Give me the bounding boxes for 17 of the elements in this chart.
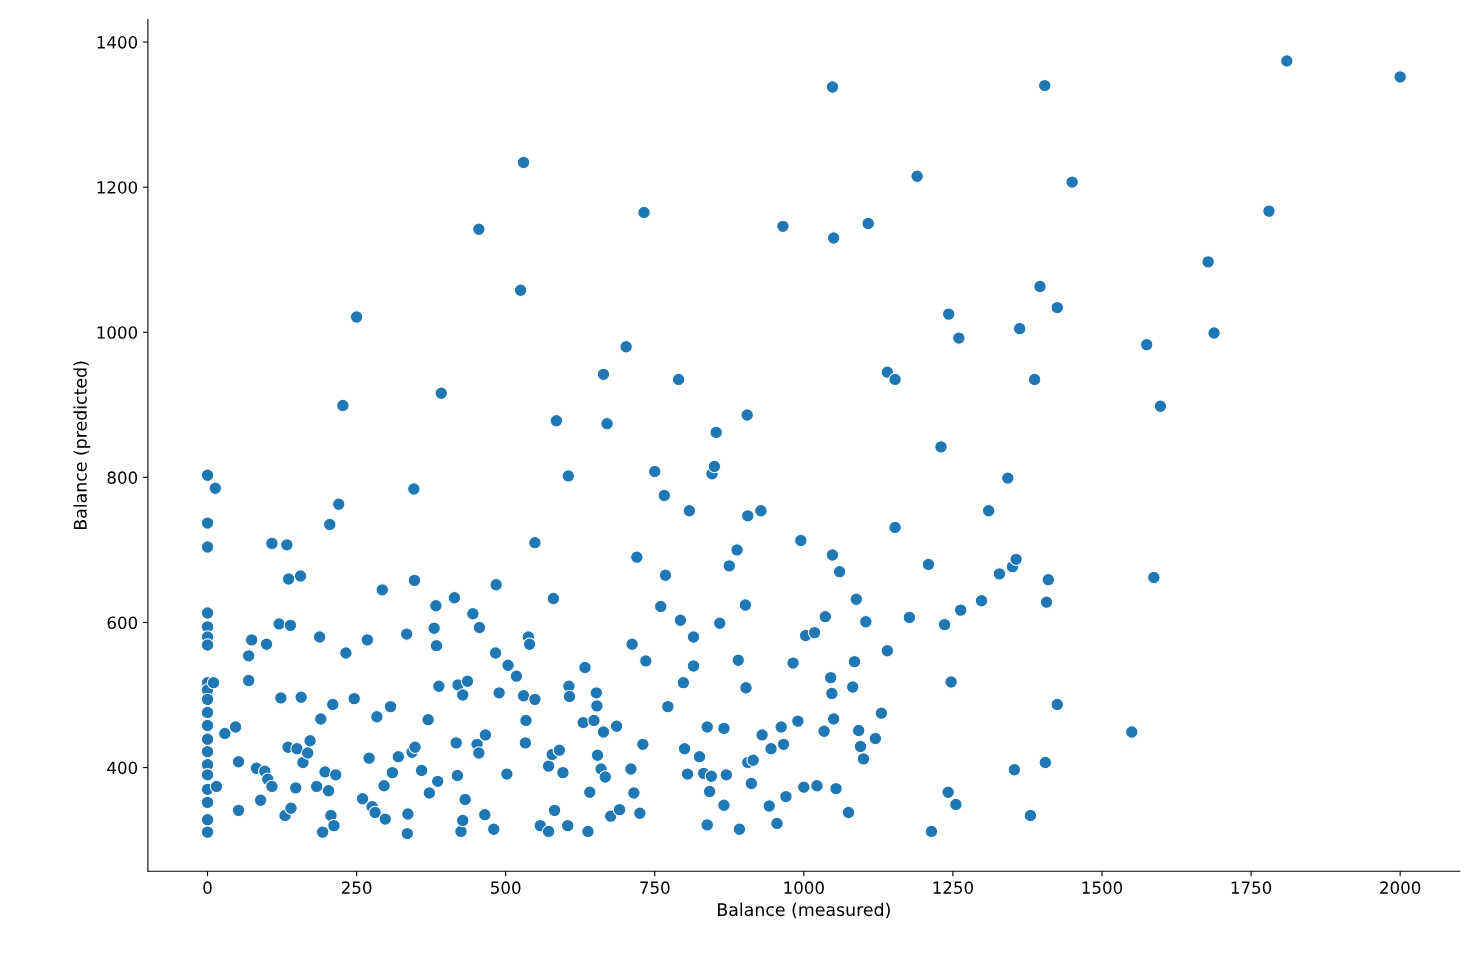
y-tick-label: 600 <box>107 616 138 630</box>
x-tick-label: 1750 <box>1231 881 1272 894</box>
x-tick-label: 1500 <box>1082 881 1123 894</box>
x-tick-label: 250 <box>341 881 372 894</box>
x-tick-label: 1250 <box>933 881 974 894</box>
y-tick-label: 1200 <box>97 181 138 194</box>
y-tick-label: 400 <box>107 761 138 775</box>
x-tick-label: 1000 <box>784 881 824 894</box>
x-tick-label: 750 <box>640 881 670 894</box>
y-tick-label: 1400 <box>97 36 138 49</box>
y-tick-label: 1000 <box>97 326 138 339</box>
y-tick-label: 800 <box>107 471 138 484</box>
y-axis-title: Balance (predicted) <box>73 361 91 530</box>
x-tick-label: 500 <box>491 881 521 894</box>
x-tick-label: 0 <box>203 881 212 894</box>
x-tick-label: 2000 <box>1380 881 1421 894</box>
x-axis-title: Balance (measured) <box>718 902 890 919</box>
